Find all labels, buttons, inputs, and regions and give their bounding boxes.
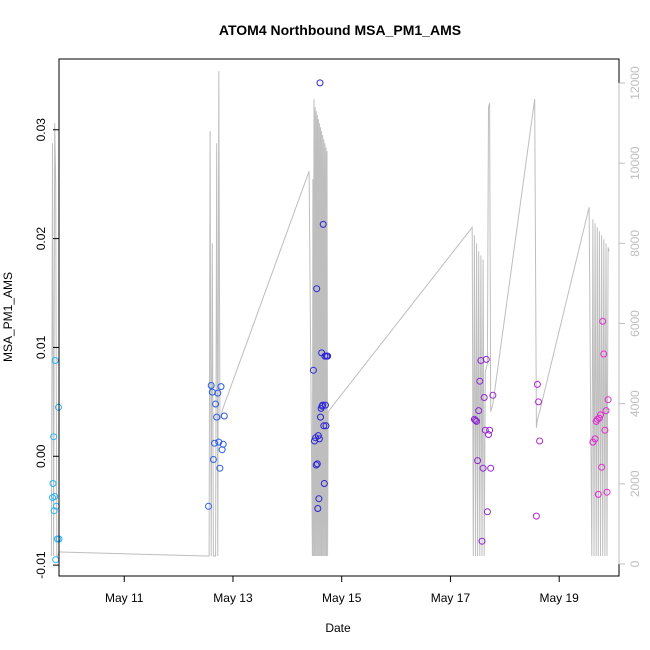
y-tick-label: 0.03 [34,118,48,142]
data-point [315,495,323,503]
data-point [595,414,603,422]
data-point [486,426,494,434]
data-point [598,463,606,471]
axes-layer: -0.01 0.00 0.01 0.02 0.03 May 11 May 13 May 15 M… [34,58,642,605]
data-point [216,464,224,472]
data-point [212,400,220,408]
data-point [209,456,217,463]
right-y-tick-label: 0 [628,560,642,567]
y-tick-label: 0.00 [34,444,48,468]
data-point [473,417,481,425]
data-point [208,388,216,396]
data-point [213,413,221,421]
right-y-tick-label: 6000 [628,310,642,337]
data-point [485,431,492,438]
data-point [472,416,479,424]
data-point [211,439,218,447]
data-point [591,435,599,443]
data-point [533,380,541,388]
data-point [309,366,317,374]
right-y-tick-label: 2000 [628,470,642,497]
y-axis-label: MSA_PM1_AMS [1,272,15,362]
data-point [475,407,483,415]
data-point [482,355,490,363]
data-point [312,461,320,469]
x-tick-label: May 13 [213,591,253,605]
data-point [599,317,607,325]
data-point [478,537,486,545]
data-point [483,508,491,516]
data-point [322,422,330,430]
data-point [52,556,60,564]
right-y-tick-label: 10000 [628,146,642,180]
data-point [603,488,611,496]
data-point [535,398,542,406]
data-point [317,413,324,421]
data-point [313,285,321,293]
points-layer [49,79,612,564]
data-point [479,464,487,472]
data-point [316,79,324,87]
data-point [319,401,327,409]
data-point [50,433,58,441]
x-tick-label: May 11 [105,591,144,605]
data-point [594,490,602,498]
secondary-series-line [50,70,610,557]
data-point [51,357,59,364]
data-point [474,457,482,465]
right-y-tick-label: 8000 [628,230,642,257]
data-point [219,440,227,448]
x-tick-label: May 15 [322,591,362,605]
data-point [49,480,57,487]
data-point [321,401,329,409]
data-point [324,352,332,360]
x-tick-label: May 19 [540,591,580,605]
data-point [604,396,612,404]
data-point [320,422,328,430]
data-point [536,437,544,445]
data-point [214,389,222,397]
data-point [476,377,484,385]
data-point [489,391,497,399]
data-point [601,426,609,434]
right-y-tick-label: 12000 [628,66,642,100]
y-tick-label: 0.01 [34,335,48,359]
data-point [470,415,478,423]
data-point [320,480,328,487]
secondary-line-layer [50,70,610,557]
data-point [602,407,610,415]
data-point [319,220,327,228]
y-tick-label: 0.02 [34,227,48,251]
data-point [207,382,215,389]
right-y-tick-label: 4000 [628,390,642,417]
x-axis-label: Date [325,621,351,635]
data-point [217,383,225,391]
data-point [313,460,321,468]
data-point [315,435,323,443]
data-point [314,505,322,512]
data-point [314,432,322,440]
x-tick-label: May 17 [431,591,471,605]
data-point [480,394,488,401]
data-point [220,412,228,420]
data-point [487,464,495,472]
data-point [205,502,212,510]
data-point [51,493,59,500]
data-point [597,411,604,419]
data-point [532,512,540,520]
data-point [600,350,608,358]
data-point [50,507,58,515]
chart-title: ATOM4 Northbound MSA_PM1_AMS [219,22,461,38]
y-tick-label: -0.01 [34,551,48,579]
data-point [215,438,223,446]
